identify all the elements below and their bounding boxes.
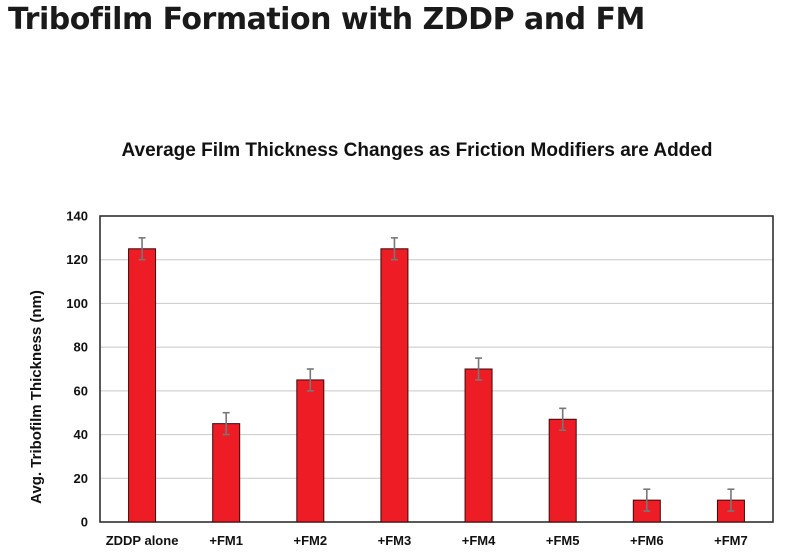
plot-area-border xyxy=(99,215,774,523)
bar xyxy=(296,379,325,523)
page-title: Tribofilm Formation with ZDDP and FM xyxy=(8,2,645,37)
y-tick-label: 40 xyxy=(74,427,88,442)
bar xyxy=(128,248,157,523)
x-tick-label: +FM2 xyxy=(294,533,328,548)
x-tick-label: +FM4 xyxy=(462,533,496,548)
x-tick-label: +FM1 xyxy=(209,533,243,548)
y-tick-label: 0 xyxy=(81,515,88,530)
bar xyxy=(548,418,577,523)
y-tick-label: 60 xyxy=(74,383,88,398)
x-tick-label: +FM7 xyxy=(714,533,748,548)
x-tick-label: ZDDP alone xyxy=(106,533,179,548)
x-tick-label: +FM5 xyxy=(546,533,580,548)
bar xyxy=(464,368,493,523)
y-tick-label: 100 xyxy=(66,296,88,311)
x-tick-label: +FM6 xyxy=(630,533,664,548)
chart-title: Average Film Thickness Changes as Fricti… xyxy=(121,140,713,161)
y-axis-title: Avg. Tribofilm Thickness (nm) xyxy=(28,290,45,504)
x-tick-label: +FM3 xyxy=(378,533,412,548)
y-tick-label: 20 xyxy=(74,471,88,486)
y-tick-label: 120 xyxy=(66,252,88,267)
y-tick-label: 140 xyxy=(66,209,88,224)
y-tick-label: 80 xyxy=(74,340,88,355)
bar xyxy=(380,248,409,523)
bar xyxy=(212,423,241,523)
